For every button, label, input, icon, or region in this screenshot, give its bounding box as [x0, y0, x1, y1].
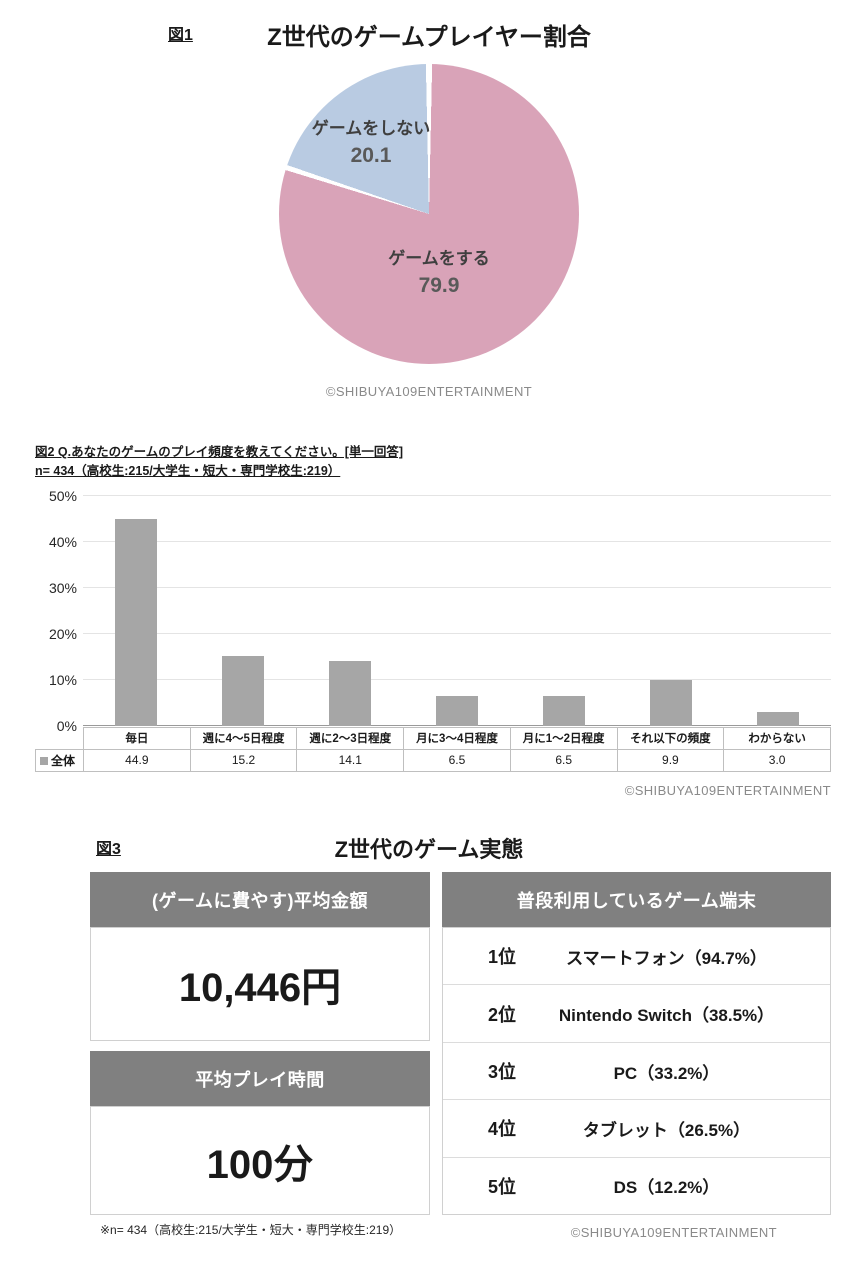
- fig3-header: 図3 Z世代のゲーム実態: [0, 826, 858, 864]
- pie-chart-container: ゲームをしない 20.1 ゲームをする 79.9: [279, 64, 579, 364]
- category-cell: それ以下の頻度: [616, 726, 725, 750]
- legend-swatch-icon: [40, 756, 48, 765]
- value-cell: 3.0: [723, 748, 831, 772]
- device-rank-row: 4位 タブレット（26.5%）: [443, 1100, 830, 1158]
- value-cell: 44.9: [83, 748, 191, 772]
- gridline: [83, 678, 831, 680]
- value-cell: 6.5: [509, 748, 618, 772]
- average-playtime-value: 100分: [90, 1106, 430, 1215]
- pie-label-plays-game: ゲームをする 79.9: [388, 244, 490, 298]
- bar-data-table: 毎日 週に4～5日程度 週に2～3日程度 月に3～4日程度 月に1～2日程度 それ以下の頻…: [35, 726, 831, 772]
- bar-column: [190, 496, 297, 726]
- bar: [436, 695, 478, 726]
- card-gap: [90, 1041, 430, 1051]
- fig3-copyright: ©SHIBUYA109ENTERTAINMENT: [570, 1225, 777, 1240]
- bar: [542, 695, 585, 726]
- y-tick-label: 40%: [48, 533, 77, 550]
- pie-chart: [279, 64, 579, 364]
- category-cell: 毎日: [83, 726, 191, 750]
- device-name: DS（12.2%）: [613, 1178, 720, 1198]
- bar-chart: 0% 10% 20% 30% 40% 50%: [35, 489, 831, 733]
- bar: [115, 519, 158, 726]
- fig2-question-text: 図2 Q.あなたのゲームのプレイ頻度を教えてください。[単一回答]: [35, 445, 404, 459]
- series-legend: 全体: [35, 748, 84, 772]
- device-ranking-header: 普段利用しているゲーム端末: [442, 872, 831, 927]
- value-cell: 14.1: [296, 748, 405, 772]
- fig3-footnote: ※n= 434（高校生:215/大学生・短大・専門学校生:219）: [100, 1223, 402, 1237]
- category-cell: 月に3～4日程度: [403, 726, 511, 750]
- value-cell: 15.2: [189, 748, 298, 772]
- device-name: スマートフォン（94.7%）: [566, 948, 767, 968]
- fig3-grid: (ゲームに費やす)平均金額 10,446円 平均プレイ時間 100分 普段利用し…: [90, 872, 831, 1215]
- fig2-copyright: ©SHIBUYA109ENTERTAINMENT: [624, 782, 831, 798]
- fig1-title: Z世代のゲームプレイヤー割合: [267, 24, 591, 51]
- category-row: 毎日 週に4～5日程度 週に2～3日程度 月に3～4日程度 月に1～2日程度 それ以下の頻…: [36, 726, 831, 750]
- device-name: Nintendo Switch（38.5%）: [558, 1006, 775, 1026]
- device-name: タブレット（26.5%）: [582, 1120, 751, 1140]
- category-cell: 週に2～3日程度: [296, 726, 405, 750]
- bar-chart-bars: [83, 496, 831, 726]
- value-row: 全体 44.9 15.2 14.1 6.5 6.5 9.9 3.0: [35, 748, 831, 772]
- category-cell: 週に4～5日程度: [189, 726, 298, 750]
- fig1-label: 図1: [168, 27, 193, 44]
- pie-slice-value: 20.1: [350, 144, 392, 167]
- fig1-copyright: ©SHIBUYA109ENTERTAINMENT: [325, 384, 533, 399]
- pie-label-no-game: ゲームをしない 20.1: [312, 114, 431, 168]
- device-rank-row: 3位 PC（33.2%）: [443, 1043, 830, 1101]
- device-rank-row: 5位 DS（12.2%）: [443, 1158, 830, 1214]
- gridline: [83, 632, 831, 634]
- bar: [222, 655, 265, 726]
- bar-column: [510, 496, 617, 726]
- fig3-title: Z世代のゲーム実態: [334, 837, 524, 862]
- device-rank-row: 1位 スマートフォン（94.7%）: [443, 928, 830, 986]
- fig1-pie-section: 図1 Z世代のゲームプレイヤー割合 ゲームをしない 20.1 ゲームをする 79…: [0, 0, 858, 399]
- y-tick-label: 10%: [48, 671, 77, 688]
- fig3-label: 図3: [96, 841, 121, 858]
- fig2-heading: 図2 Q.あなたのゲームのプレイ頻度を教えてください。[単一回答] n= 434…: [35, 443, 858, 482]
- pie-slice-label: ゲームをする: [388, 249, 490, 268]
- bar-column: [724, 496, 831, 726]
- value-cell: 9.9: [616, 748, 725, 772]
- fig1-header: 図1 Z世代のゲームプレイヤー割合: [0, 14, 858, 56]
- category-cell: わからない: [723, 726, 831, 750]
- y-tick-label: 50%: [48, 487, 77, 504]
- bar-column: [617, 496, 724, 726]
- category-cell: 月に1～2日程度: [509, 726, 618, 750]
- fig3-left-column: (ゲームに費やす)平均金額 10,446円 平均プレイ時間 100分: [90, 872, 430, 1215]
- average-spend-value: 10,446円: [90, 927, 430, 1041]
- fig3-right-column: 普段利用しているゲーム端末 1位 スマートフォン（94.7%） 2位 Ninte…: [442, 872, 831, 1215]
- bar-column: [404, 496, 511, 726]
- pie-slice-value: 79.9: [418, 274, 460, 297]
- gridline: [83, 494, 831, 496]
- pie-slice-label: ゲームをしない: [311, 119, 431, 138]
- bar-chart-plot: [83, 494, 831, 726]
- fig3-info-section: 図3 Z世代のゲーム実態 (ゲームに費やす)平均金額 10,446円 平均プレイ…: [0, 826, 858, 1253]
- bar: [329, 660, 372, 726]
- y-tick-label: 20%: [48, 625, 77, 642]
- average-playtime-header: 平均プレイ時間: [90, 1051, 430, 1106]
- bar: [756, 711, 799, 726]
- bar: [649, 680, 692, 726]
- gridline: [83, 540, 831, 542]
- device-rank: 4位: [488, 1119, 517, 1140]
- fig2-sample-size-text: n= 434（高校生:215/大学生・短大・専門学校生:219）: [35, 464, 341, 479]
- average-spend-header: (ゲームに費やす)平均金額: [90, 872, 430, 927]
- fig2-bar-section: 図2 Q.あなたのゲームのプレイ頻度を教えてください。[単一回答] n= 434…: [0, 443, 858, 798]
- y-tick-label: 30%: [48, 579, 77, 596]
- device-rank: 5位: [488, 1176, 517, 1197]
- device-rank: 1位: [488, 947, 517, 968]
- device-rank: 3位: [488, 1062, 517, 1083]
- bar-column: [83, 496, 190, 726]
- device-name: PC（33.2%）: [613, 1063, 720, 1083]
- value-cell: 6.5: [403, 748, 511, 772]
- gridline: [83, 586, 831, 588]
- device-rank-row: 2位 Nintendo Switch（38.5%）: [443, 985, 830, 1043]
- bar-column: [297, 496, 404, 726]
- device-rank: 2位: [488, 1004, 517, 1025]
- y-tick-label: 0%: [56, 717, 77, 734]
- fig3-footer: ※n= 434（高校生:215/大学生・短大・専門学校生:219） ©SHIBU…: [0, 1219, 858, 1253]
- device-ranking-list: 1位 スマートフォン（94.7%） 2位 Nintendo Switch（38.…: [442, 927, 831, 1215]
